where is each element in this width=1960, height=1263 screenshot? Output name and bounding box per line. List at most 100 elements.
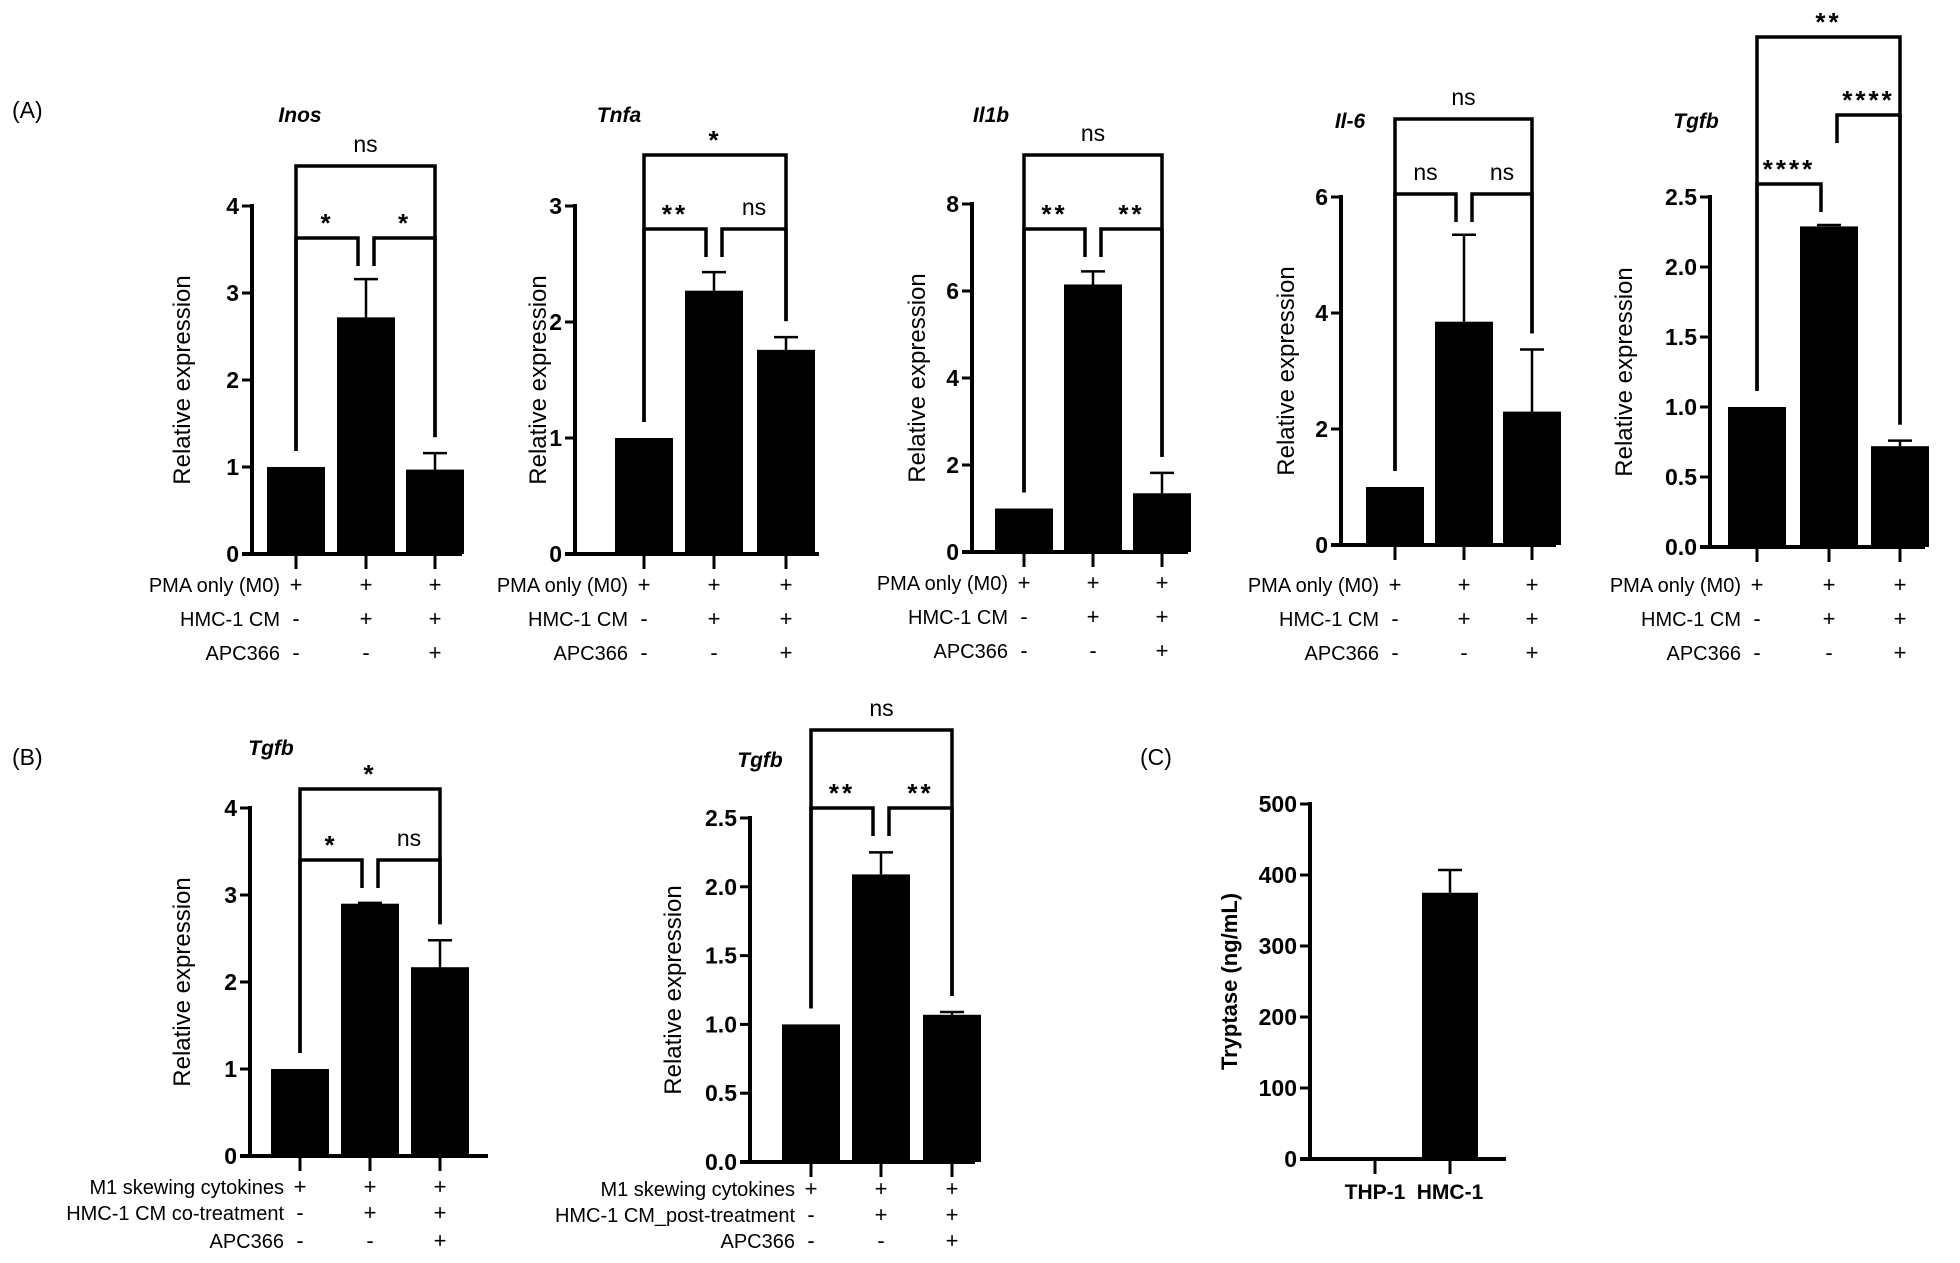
y-tick-label: 6 xyxy=(1315,184,1328,210)
y-tick-label: 6 xyxy=(946,278,959,304)
error-bar xyxy=(702,270,726,291)
condition-sign: + xyxy=(1156,604,1169,629)
y-tick-label: 0 xyxy=(1315,532,1328,558)
y-tick-label: 3 xyxy=(226,280,239,306)
significance-label: **** xyxy=(1763,154,1815,184)
condition-label: HMC-1 CM co-treatment xyxy=(66,1203,284,1225)
significance-label: ns xyxy=(1451,84,1475,110)
condition-sign: - xyxy=(1391,606,1398,631)
y-tick-label: 1 xyxy=(226,454,239,480)
condition-sign: + xyxy=(805,1176,818,1201)
condition-sign: - xyxy=(292,640,299,665)
chart-title: Tgfb xyxy=(248,737,294,760)
y-tick-label: 8 xyxy=(946,191,959,217)
bar xyxy=(1133,493,1191,552)
condition-sign: + xyxy=(946,1202,959,1227)
condition-label: HMC-1 CM xyxy=(528,609,628,631)
significance-bracket xyxy=(1755,35,1902,425)
bar xyxy=(757,349,815,554)
error-bar xyxy=(354,277,378,318)
condition-label: PMA only (M0) xyxy=(497,575,628,597)
condition-label: M1 skewing cytokines xyxy=(600,1179,795,1201)
significance-label: * xyxy=(324,830,337,860)
chart-title: Tnfa xyxy=(597,104,642,127)
y-tick-label: 2 xyxy=(224,969,237,995)
bar xyxy=(406,469,464,554)
condition-sign: + xyxy=(1458,572,1471,597)
condition-sign: + xyxy=(364,1200,377,1225)
condition-sign: + xyxy=(434,1200,447,1225)
condition-label: APC366 xyxy=(206,643,281,665)
condition-sign: - xyxy=(1020,604,1027,629)
y-axis-label: Relative expression xyxy=(525,275,552,484)
y-tick-label: 0 xyxy=(549,541,562,567)
condition-sign: - xyxy=(710,640,717,665)
condition-sign: - xyxy=(292,606,299,631)
y-axis-label: Tryptase (ng/mL) xyxy=(1217,893,1242,1070)
significance-bracket xyxy=(1470,192,1534,334)
significance-label: ** xyxy=(662,199,688,229)
significance-label: * xyxy=(320,208,333,238)
significance-label: ns xyxy=(353,131,377,157)
y-axis-label: Relative expression xyxy=(1611,267,1638,476)
y-tick-label: 200 xyxy=(1259,1004,1297,1030)
x-category-label: HMC-1 xyxy=(1417,1181,1484,1204)
y-tick-label: 0.0 xyxy=(705,1149,737,1175)
condition-sign: + xyxy=(434,1174,447,1199)
chart-1: 0 1 2 3 Relative expression Tnfa PMA only (M0)… xyxy=(497,104,819,665)
chart-0: 0 1 2 3 4 Relative expression Inos PMA only (M0… xyxy=(149,104,464,665)
error-bar xyxy=(869,851,893,875)
y-axis-label: Relative expression xyxy=(904,273,931,482)
condition-sign: - xyxy=(640,606,647,631)
y-tick-label: 1 xyxy=(224,1056,237,1082)
y-tick-label: 2 xyxy=(1315,416,1328,442)
significance-bracket xyxy=(294,164,437,451)
condition-sign: + xyxy=(946,1176,959,1201)
y-tick-label: 0 xyxy=(1284,1146,1297,1172)
bar xyxy=(341,903,399,1156)
condition-label: PMA only (M0) xyxy=(877,573,1008,595)
y-tick-label: 4 xyxy=(226,193,239,219)
condition-sign: + xyxy=(780,640,793,665)
bar xyxy=(923,1014,981,1162)
condition-sign: + xyxy=(429,572,442,597)
condition-sign: + xyxy=(1894,572,1907,597)
condition-sign: - xyxy=(1825,640,1832,665)
condition-sign: - xyxy=(296,1200,303,1225)
bar xyxy=(685,290,743,554)
y-tick-label: 1.0 xyxy=(705,1011,737,1037)
error-bar xyxy=(1438,868,1462,893)
y-tick-label: 1 xyxy=(549,425,562,451)
chart-title: Il-6 xyxy=(1335,110,1366,133)
bar xyxy=(1422,892,1478,1159)
y-tick-label: 0.5 xyxy=(1665,464,1697,490)
condition-sign: - xyxy=(807,1202,814,1227)
error-bar xyxy=(423,451,447,470)
y-tick-label: 3 xyxy=(224,882,237,908)
chart-3: 0 2 4 6 Relative expression Il-6 PMA only (M0)… xyxy=(1248,84,1561,665)
significance-label: ** xyxy=(1118,199,1144,229)
y-tick-label: 2.0 xyxy=(1665,254,1697,280)
condition-label: PMA only (M0) xyxy=(149,575,280,597)
condition-sign: - xyxy=(366,1228,373,1253)
condition-sign: + xyxy=(1087,604,1100,629)
condition-label: M1 skewing cytokines xyxy=(89,1177,284,1199)
condition-sign: + xyxy=(360,606,373,631)
condition-sign: + xyxy=(638,572,651,597)
condition-sign: + xyxy=(1526,606,1539,631)
bar xyxy=(852,874,910,1162)
error-bar xyxy=(428,938,452,968)
y-tick-label: 2.0 xyxy=(705,874,737,900)
y-tick-label: 0 xyxy=(946,539,959,565)
condition-sign: - xyxy=(877,1228,884,1253)
condition-sign: + xyxy=(875,1202,888,1227)
condition-sign: + xyxy=(434,1228,447,1253)
condition-label: APC366 xyxy=(1667,643,1742,665)
bar xyxy=(1503,411,1561,545)
y-tick-label: 2.5 xyxy=(1665,184,1697,210)
bar xyxy=(995,508,1053,552)
condition-sign: - xyxy=(1391,640,1398,665)
significance-label: ** xyxy=(1815,7,1841,37)
y-tick-label: 4 xyxy=(946,365,959,391)
